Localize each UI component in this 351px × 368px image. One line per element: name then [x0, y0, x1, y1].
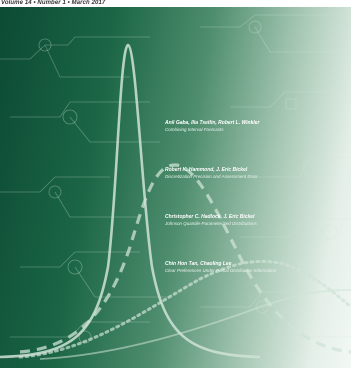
low-solid-curve	[39, 288, 351, 360]
article-title: Discretization Precision and Assessment …	[165, 174, 258, 179]
tall-density-curve	[0, 43, 261, 359]
article-entry: Christopher C. Hadlock, J. Eric Bickel J…	[165, 214, 257, 227]
article-entry: Robert K. Hammond, J. Eric Bickel Discre…	[165, 167, 257, 180]
decision-tree-nodes	[38, 20, 338, 344]
dotted-density-curve	[18, 259, 351, 359]
decision-tree-lines	[0, 14, 351, 338]
cover-artwork: Anil Gaba, Ilia Tsetlin, Robert L. Winkl…	[0, 7, 351, 368]
article-authors: Anil Gaba, Ilia Tsetlin, Robert L. Winkl…	[165, 120, 260, 126]
article-entry: Chin Hon Tan, Chaoling Lee Clear Prefere…	[165, 261, 276, 274]
article-authors: Robert K. Hammond, J. Eric Bickel	[165, 167, 248, 173]
article-entry: Anil Gaba, Ilia Tsetlin, Robert L. Winkl…	[165, 120, 260, 133]
distribution-curves	[0, 43, 351, 360]
article-authors: Chin Hon Tan, Chaoling Lee	[165, 261, 232, 267]
issue-line: Volume 14 • Number 1 • March 2017	[1, 0, 106, 6]
dashed-density-curve	[19, 163, 351, 354]
article-title: Clear Preferences Under Partial Distribu…	[165, 268, 277, 273]
article-title: Combining Interval Forecasts	[165, 127, 224, 132]
article-authors: Christopher C. Hadlock, J. Eric Bickel	[165, 214, 255, 220]
article-title: Johnson Quantile-Parameterized Distribut…	[165, 221, 257, 226]
cover-illustration	[0, 14, 351, 360]
